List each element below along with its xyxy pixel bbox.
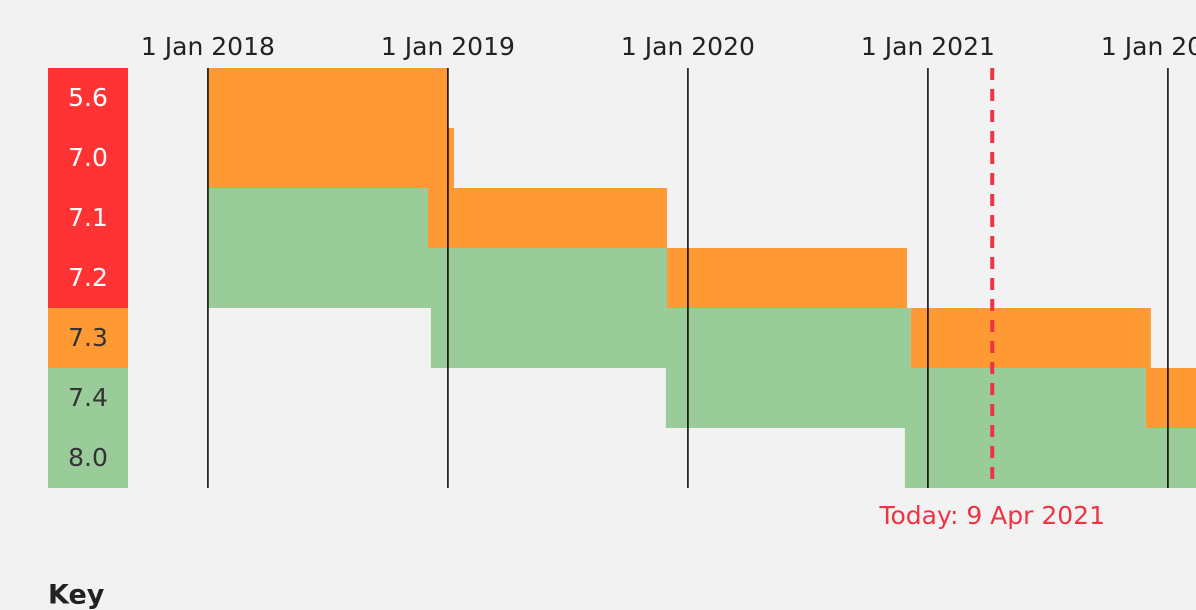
version-label: 7.2 bbox=[68, 263, 108, 292]
support-bar bbox=[207, 248, 668, 308]
support-bar bbox=[430, 308, 911, 368]
x-tick-label: 1 Jan 2021 bbox=[861, 32, 995, 61]
x-tick-label: 1 Jan 2019 bbox=[381, 32, 515, 61]
support-bar bbox=[667, 248, 908, 308]
version-cell bbox=[48, 128, 128, 188]
version-cell bbox=[48, 368, 128, 428]
version-label: 7.1 bbox=[68, 203, 108, 232]
version-cell bbox=[48, 68, 128, 128]
version-label: 5.6 bbox=[68, 83, 108, 112]
support-bar bbox=[904, 428, 1196, 488]
version-label: 7.3 bbox=[68, 323, 108, 352]
support-bar bbox=[207, 188, 428, 248]
version-cell bbox=[48, 248, 128, 308]
version-label: 8.0 bbox=[68, 443, 108, 472]
version-cell bbox=[48, 308, 128, 368]
key-heading: Key bbox=[48, 580, 105, 610]
today-label: Today: 9 Apr 2021 bbox=[878, 501, 1105, 530]
version-label: 7.4 bbox=[68, 383, 108, 412]
support-bar bbox=[1145, 368, 1196, 428]
x-tick-label: 1 Jan 2020 bbox=[621, 32, 755, 61]
version-label: 7.0 bbox=[68, 143, 108, 172]
support-bar bbox=[428, 188, 668, 248]
support-bar bbox=[910, 308, 1151, 368]
support-bar bbox=[207, 128, 454, 188]
x-tick-label: 1 Jan 2022 bbox=[1101, 32, 1196, 61]
version-cell bbox=[48, 188, 128, 248]
version-cell bbox=[48, 428, 128, 488]
support-bar bbox=[207, 68, 448, 128]
support-bar bbox=[665, 368, 1146, 428]
x-tick-label: 1 Jan 2018 bbox=[141, 32, 275, 61]
